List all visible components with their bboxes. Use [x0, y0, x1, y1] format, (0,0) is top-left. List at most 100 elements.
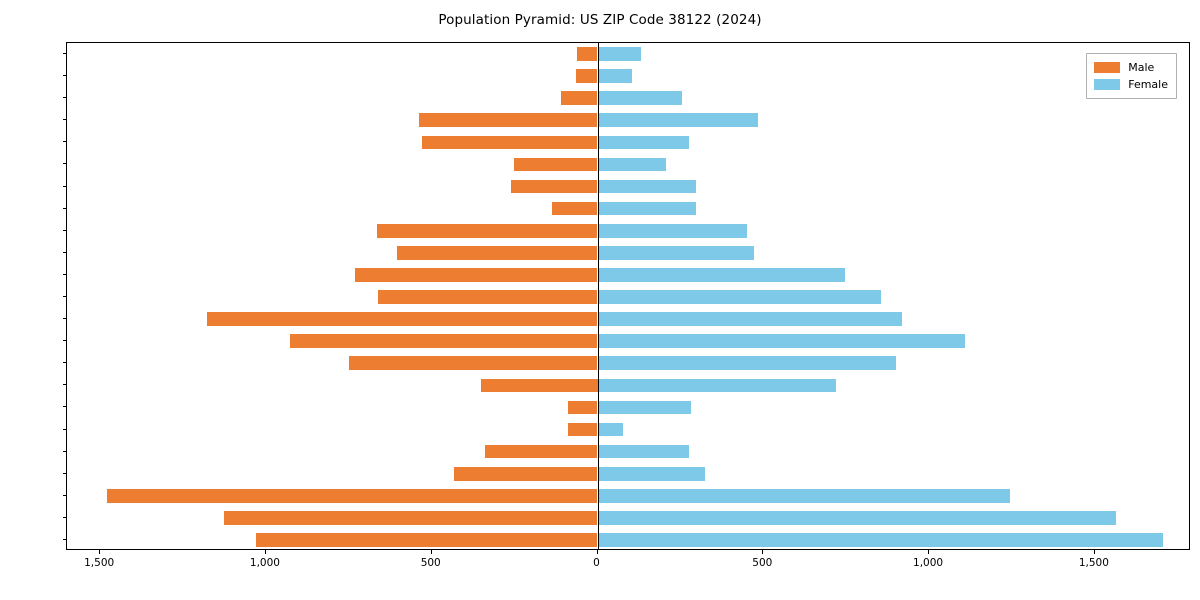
bar-female — [597, 135, 690, 150]
bar-row — [67, 511, 1189, 525]
bar-female — [597, 488, 1010, 503]
bar-female — [597, 334, 966, 348]
y-tick-mark — [62, 207, 66, 209]
bar-row — [67, 91, 1189, 106]
bar-row — [67, 268, 1189, 282]
bar-female — [597, 113, 758, 128]
bar-row — [67, 488, 1189, 503]
bar-female — [597, 201, 696, 216]
bar-female — [597, 444, 689, 459]
legend-label-male: Male — [1128, 61, 1155, 74]
bar-row — [67, 356, 1189, 371]
y-tick-mark — [62, 119, 66, 121]
bar-male — [576, 47, 598, 61]
bar-male — [255, 533, 598, 547]
bar-male — [481, 378, 598, 393]
bar-row — [67, 201, 1189, 216]
bar-row — [67, 378, 1189, 393]
bar-male — [377, 290, 598, 304]
x-tick-mark — [264, 550, 266, 554]
y-tick-mark — [62, 340, 66, 342]
bar-male — [224, 511, 598, 525]
bar-row — [67, 47, 1189, 61]
bar-male — [513, 157, 598, 172]
x-tick-mark — [430, 550, 432, 554]
bar-female — [597, 312, 903, 326]
y-axis: 85+80-8475-7970-7467-6965-6662-6460-6155… — [62, 42, 1190, 550]
x-tick-mark — [762, 550, 764, 554]
y-tick-mark — [62, 516, 66, 518]
y-tick-mark — [62, 229, 66, 231]
bar-male — [355, 268, 598, 282]
bar-male — [568, 422, 598, 437]
x-tick-mark — [928, 550, 930, 554]
bar-male — [289, 334, 598, 348]
y-tick-mark — [62, 384, 66, 386]
x-tick-label: 1,000 — [913, 557, 944, 569]
bar-row — [67, 422, 1189, 437]
y-tick-mark — [62, 53, 66, 55]
bar-row — [67, 223, 1189, 238]
x-tick-label: 1,500 — [1078, 557, 1109, 569]
bar-female — [597, 69, 633, 83]
bar-female — [597, 245, 754, 260]
bar-row — [67, 400, 1189, 415]
legend-entry-male: Male — [1094, 59, 1168, 76]
bar-row — [67, 135, 1189, 150]
legend-swatch-male — [1094, 62, 1121, 73]
bar-row — [67, 533, 1189, 547]
bar-male — [396, 245, 598, 260]
bar-female — [597, 466, 706, 481]
x-tick-mark — [1093, 550, 1095, 554]
y-tick-mark — [62, 494, 66, 496]
bar-female — [597, 157, 666, 172]
bar-row — [67, 245, 1189, 260]
bar-female — [597, 356, 896, 371]
chart-title: Population Pyramid: US ZIP Code 38122 (2… — [438, 12, 762, 28]
y-tick-mark — [62, 185, 66, 187]
y-tick-mark — [62, 141, 66, 143]
bar-row — [67, 466, 1189, 481]
legend-entry-female: Female — [1094, 76, 1168, 93]
bar-female — [597, 179, 696, 194]
bar-row — [67, 444, 1189, 459]
legend-swatch-female — [1094, 79, 1121, 90]
bar-female — [597, 422, 624, 437]
bar-female — [597, 290, 882, 304]
bar-female — [597, 47, 641, 61]
y-tick-mark — [62, 318, 66, 320]
bar-male — [510, 179, 598, 194]
bar-male — [377, 223, 598, 238]
bar-male — [349, 356, 598, 371]
bar-row — [67, 290, 1189, 304]
y-tick-mark — [62, 362, 66, 364]
zero-axis-line — [597, 43, 599, 549]
y-tick-mark — [62, 75, 66, 77]
bar-male — [567, 400, 598, 415]
legend-label-female: Female — [1128, 78, 1168, 91]
y-tick-mark — [62, 97, 66, 99]
bar-male — [575, 69, 598, 83]
bar-female — [597, 91, 683, 106]
x-tick-label: 500 — [420, 557, 441, 569]
bar-male — [561, 91, 598, 106]
x-tick-label: 1,000 — [249, 557, 280, 569]
bar-male — [453, 466, 598, 481]
bar-female — [597, 400, 692, 415]
x-tick-mark — [99, 550, 101, 554]
bar-row — [67, 157, 1189, 172]
bar-row — [67, 69, 1189, 83]
plot-area: Male Female — [66, 42, 1190, 550]
y-tick-mark — [62, 251, 66, 253]
bar-row — [67, 334, 1189, 348]
bar-row — [67, 179, 1189, 194]
x-axis: 1,500 1,000 500 0 500 1,000 1,500 — [66, 550, 1190, 590]
bar-female — [597, 378, 836, 393]
bar-female — [597, 268, 846, 282]
x-tick-label: 1,500 — [84, 557, 115, 569]
bar-female — [597, 223, 747, 238]
y-tick-mark — [62, 428, 66, 430]
y-tick-mark — [62, 406, 66, 408]
y-tick-mark — [62, 472, 66, 474]
